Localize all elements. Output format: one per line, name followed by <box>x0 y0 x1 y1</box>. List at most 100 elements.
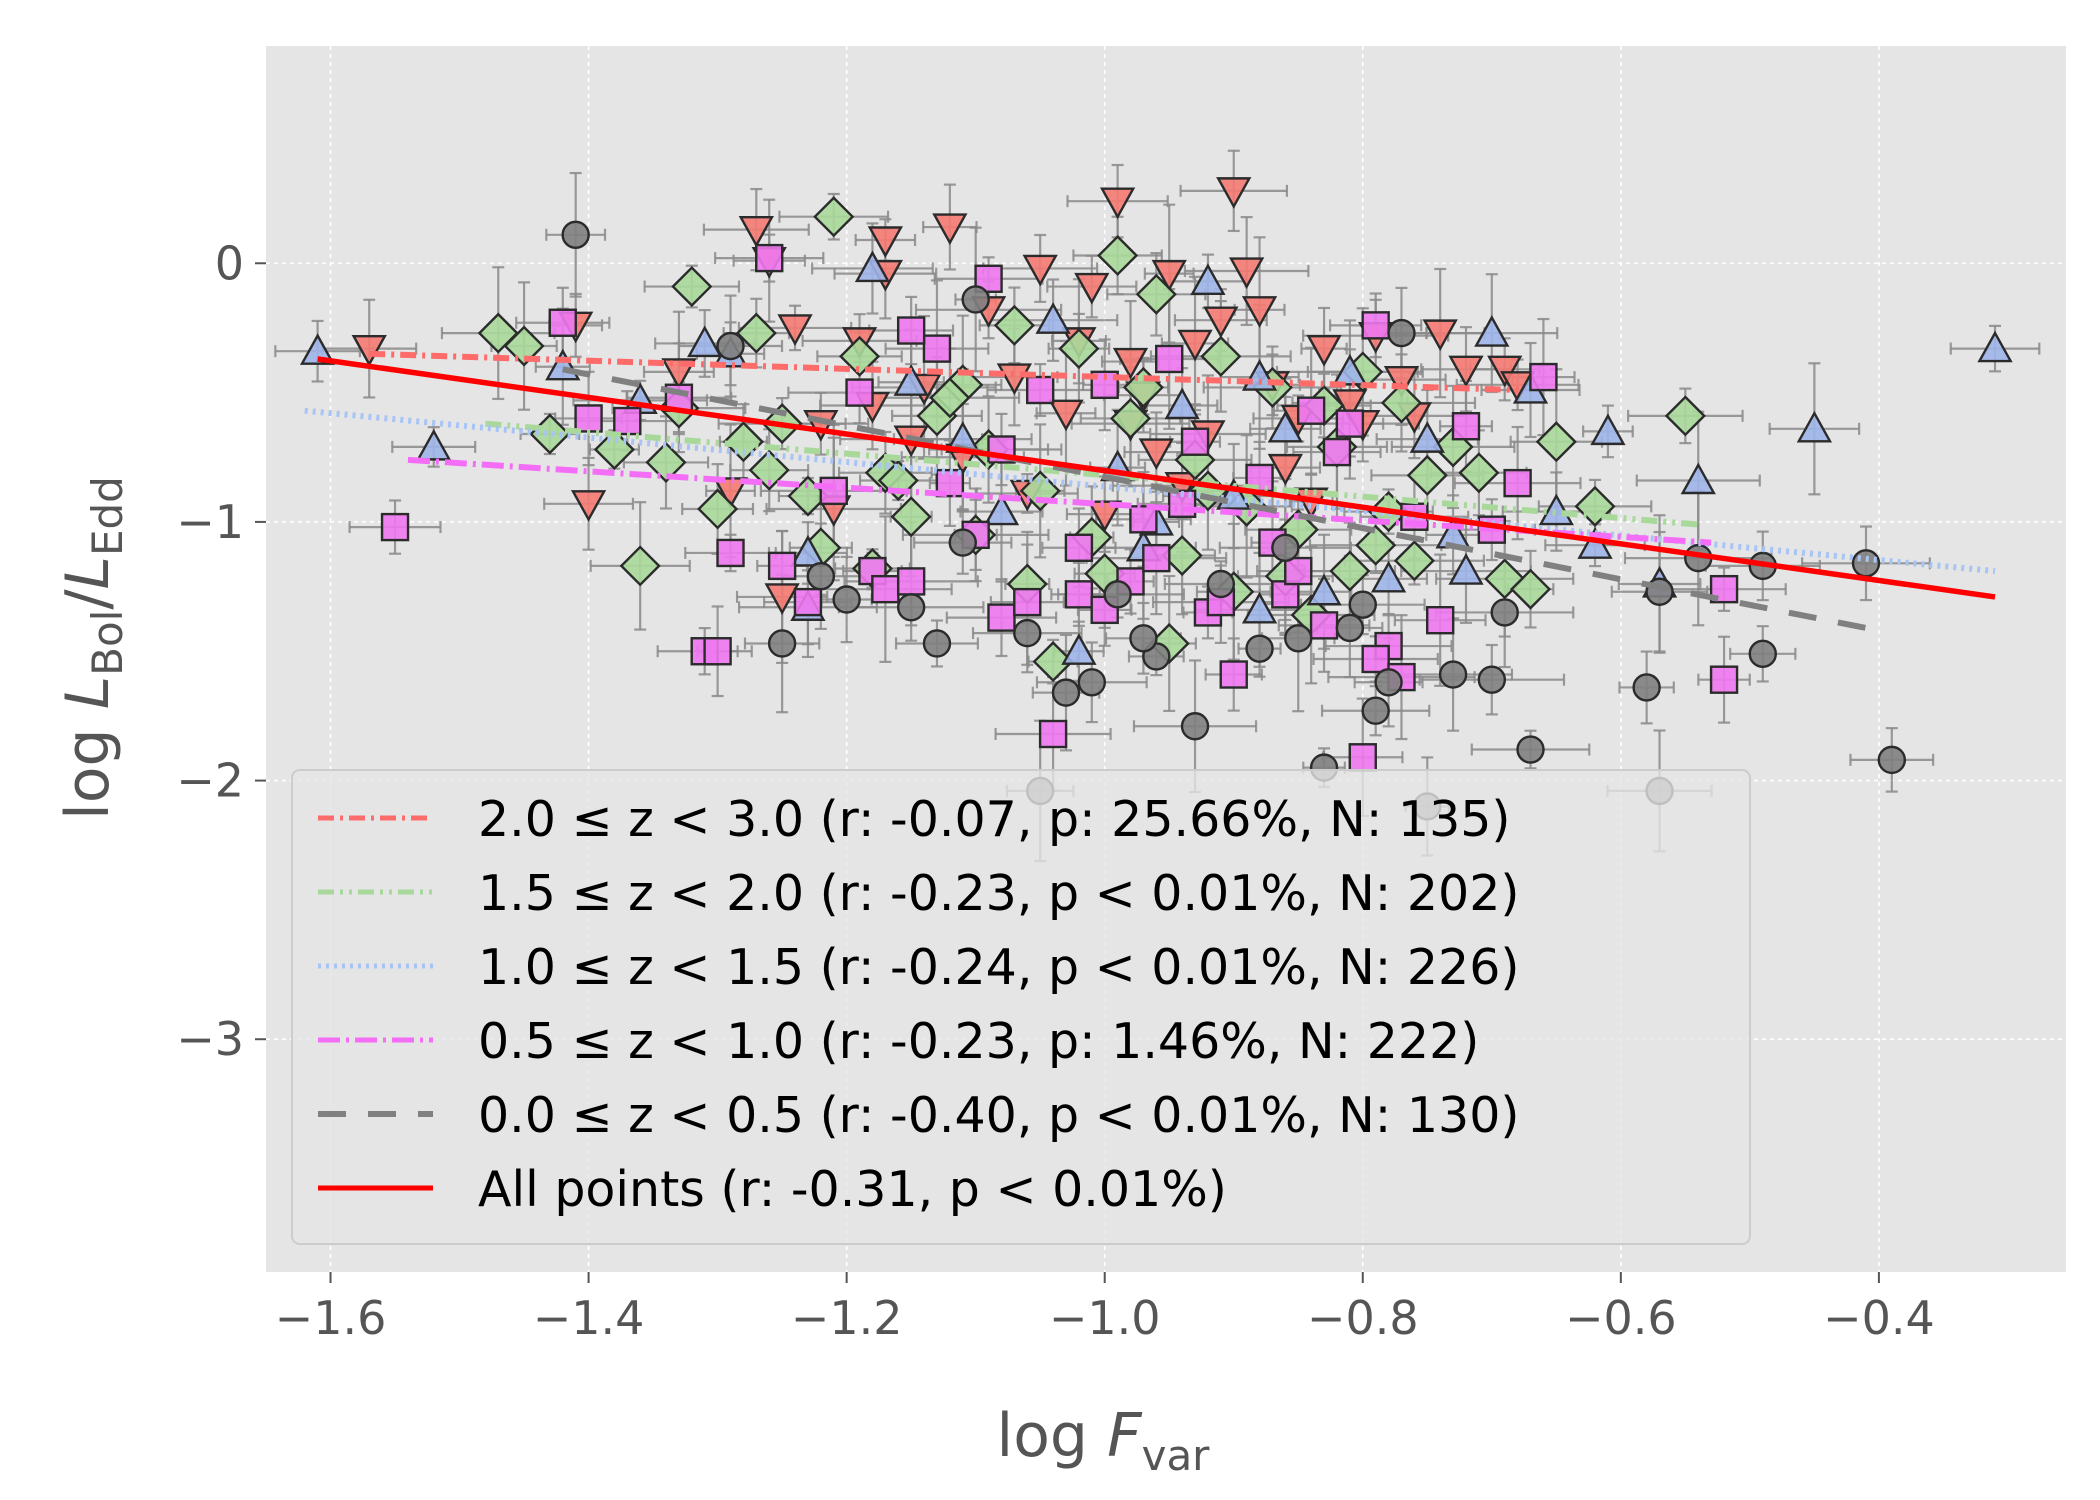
data-point <box>819 476 848 506</box>
fit-line <box>304 407 1996 575</box>
data-point <box>1306 573 1342 606</box>
data-point <box>1245 634 1274 663</box>
data-point <box>1103 580 1132 609</box>
data-point <box>1099 187 1136 220</box>
data-point <box>1058 328 1100 370</box>
data-point <box>1097 234 1139 277</box>
data-point <box>1355 524 1397 566</box>
data-point <box>932 213 968 246</box>
data-point <box>1574 485 1616 527</box>
data-point <box>1509 568 1552 610</box>
data-point <box>574 404 603 433</box>
data-point <box>1296 396 1326 425</box>
data-point <box>503 325 545 367</box>
data-point <box>1664 395 1706 437</box>
data-point <box>1851 549 1881 578</box>
x-axis-ticks: −1.6 −1.4 −1.2 −1.0 −0.8 −0.6 −0.4 <box>275 1272 1935 1345</box>
y-tick-label: 0 <box>215 236 244 290</box>
data-point <box>1241 591 1278 624</box>
data-point <box>813 196 855 238</box>
data-point <box>748 449 790 491</box>
data-point <box>922 334 952 363</box>
data-point <box>1074 272 1110 305</box>
data-point <box>877 459 919 502</box>
data-point <box>1451 412 1481 441</box>
data-point <box>1516 735 1545 764</box>
data-point <box>1348 743 1377 772</box>
data-point <box>1013 587 1042 617</box>
y-axis-label-num-sub: Bol <box>83 610 132 676</box>
fit-line <box>317 356 1996 600</box>
markers <box>299 177 2013 821</box>
y-tick-label: −2 <box>176 754 244 808</box>
data-point <box>1035 302 1071 334</box>
data-point <box>1590 413 1626 446</box>
data-point <box>1135 273 1177 315</box>
legend-label-z00-05: 0.0 ≤ z < 0.5 (r: -0.40, p < 0.01%, N: 1… <box>478 1087 1520 1144</box>
data-point <box>1048 399 1084 432</box>
data-point <box>1061 633 1097 665</box>
data-point <box>1190 263 1226 296</box>
data-point <box>929 377 971 419</box>
data-point <box>1112 347 1149 380</box>
data-point <box>1038 719 1068 749</box>
x-tick-label: −1.4 <box>533 1291 645 1345</box>
data-point <box>735 312 777 354</box>
data-point <box>1374 668 1403 697</box>
data-point <box>1422 319 1458 352</box>
data-point <box>416 428 452 461</box>
data-point <box>854 250 891 283</box>
data-point <box>987 603 1016 632</box>
x-axis-label-var: F <box>1107 1401 1143 1471</box>
data-point <box>697 488 739 530</box>
data-point <box>993 304 1035 346</box>
data-point <box>1180 427 1210 456</box>
data-point <box>712 477 749 509</box>
data-point <box>1077 668 1107 697</box>
data-point <box>845 378 874 407</box>
y-axis-label-den-sub: Edd <box>83 476 132 556</box>
fit-line <box>407 456 1712 546</box>
data-point <box>1129 505 1158 534</box>
data-point <box>1200 335 1242 377</box>
data-point <box>1306 334 1342 367</box>
legend-label-z20-30: 2.0 ≤ z < 3.0 (r: -0.07, p: 25.66%, N: 1… <box>478 791 1511 848</box>
data-point <box>1335 409 1365 438</box>
data-point <box>1309 611 1339 640</box>
data-point <box>1877 745 1907 775</box>
y-axis-label-slash: / <box>53 589 123 610</box>
data-point <box>1438 660 1468 689</box>
data-point <box>1064 533 1094 562</box>
data-point <box>1322 437 1352 467</box>
data-point <box>1109 397 1152 440</box>
data-point <box>299 333 336 365</box>
data-point <box>351 334 387 367</box>
y-axis-label: log LBol/LEdd <box>53 476 132 820</box>
data-point <box>1406 454 1448 496</box>
data-point <box>896 593 926 622</box>
data-point <box>671 265 713 308</box>
data-point <box>896 567 926 596</box>
data-point <box>1284 624 1313 653</box>
data-point <box>645 441 687 483</box>
data-point <box>1151 259 1187 292</box>
data-point <box>1087 500 1123 533</box>
data-point <box>890 496 932 538</box>
data-point <box>867 226 903 259</box>
data-point <box>1387 318 1416 348</box>
data-point <box>1203 306 1239 339</box>
x-tick-label: −1.0 <box>1049 1291 1161 1345</box>
data-point <box>832 585 861 614</box>
data-point <box>1709 665 1739 694</box>
data-point <box>548 308 577 337</box>
data-point <box>1229 257 1265 290</box>
data-point <box>593 428 635 471</box>
x-axis-label-sub: var <box>1142 1431 1211 1480</box>
data-point <box>1393 540 1435 582</box>
data-point <box>1361 311 1390 340</box>
data-point <box>687 325 723 358</box>
data-point <box>1332 353 1368 386</box>
data-point <box>716 538 745 568</box>
data-point <box>619 545 661 587</box>
data-point <box>806 562 836 591</box>
